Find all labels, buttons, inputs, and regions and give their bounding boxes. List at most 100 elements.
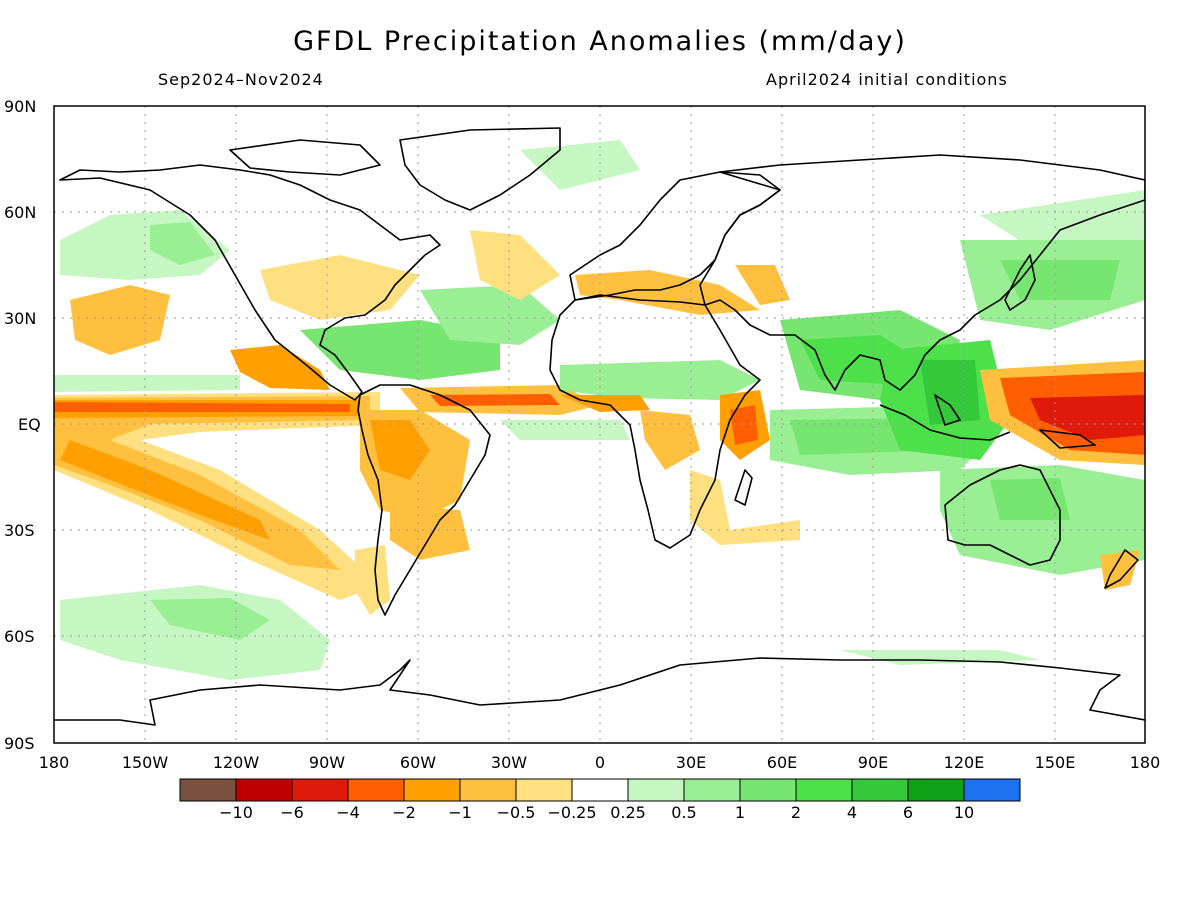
- legend-swatches: [179, 778, 1021, 802]
- legend-swatch: [963, 778, 1021, 802]
- southern-andes-dry: [355, 545, 390, 615]
- initial-conditions-label: April2024 initial conditions: [766, 70, 1008, 89]
- legend-swatch: [459, 778, 517, 802]
- legend-swatch: [795, 778, 853, 802]
- legend-label: −4: [336, 803, 360, 822]
- lat-label: 60N: [4, 203, 36, 222]
- equatorial-pacific-dry-core: [54, 402, 350, 412]
- anomaly-field-layer: [54, 140, 1145, 680]
- legend-label: 1: [735, 803, 745, 822]
- gridlines: [54, 106, 1145, 743]
- legend-swatch: [291, 778, 349, 802]
- coastline-asia: [699, 154, 1145, 391]
- lon-label: 150E: [1035, 753, 1076, 772]
- coastlines: [54, 127, 1145, 726]
- sahel-wet: [560, 360, 760, 400]
- north-pacific-dry: [70, 285, 170, 355]
- legend-swatch: [515, 778, 573, 802]
- map-title: GFDL Precipitation Anomalies (mm/day): [293, 26, 907, 57]
- tasman-dry: [1100, 550, 1140, 590]
- color-legend: −10 −6 −4 −2 −1 −0.5 −0.25 0.25 0.5 1 2 …: [179, 778, 1021, 822]
- southern-africa-dry: [690, 470, 800, 545]
- legend-swatch: [739, 778, 797, 802]
- legend-swatch: [403, 778, 461, 802]
- legend-label: −10: [219, 803, 253, 822]
- legend-swatch: [907, 778, 965, 802]
- patagonia-dry: [390, 505, 470, 560]
- legend-label: 0.25: [610, 803, 646, 822]
- legend-labels: −10 −6 −4 −2 −1 −0.5 −0.25 0.25 0.5 1 2 …: [219, 803, 974, 822]
- coastline-greenland: [399, 127, 561, 211]
- season-label: Sep2024–Nov2024: [158, 70, 324, 89]
- legend-label: −1: [448, 803, 472, 822]
- coastline-madagascar: [734, 469, 753, 506]
- coastline-africa: [549, 294, 761, 549]
- australia-wet-inner: [990, 478, 1070, 520]
- legend-label: −6: [280, 803, 304, 822]
- tropical-atlantic-wet: [420, 285, 560, 345]
- longitude-axis: 180 150W 120W 90W 60W 30W 0 30E 60E 90E …: [39, 753, 1161, 772]
- lon-label: 90W: [309, 753, 345, 772]
- central-pacific-dry-tongue-mid: [54, 396, 370, 570]
- pacific-wet-band: [54, 375, 240, 392]
- legend-swatch: [179, 778, 237, 802]
- lon-label: 180: [39, 753, 70, 772]
- map-frame: [53, 105, 1146, 744]
- western-pacific-dry-core: [1030, 395, 1145, 440]
- lon-label: 60E: [767, 753, 797, 772]
- lon-label: 30E: [676, 753, 706, 772]
- lat-label: EQ: [18, 415, 41, 434]
- legend-label: 2: [791, 803, 801, 822]
- legend-label: 4: [847, 803, 857, 822]
- central-africa-dry: [640, 410, 700, 470]
- amazon-dry-inner: [370, 420, 430, 480]
- lon-label: 30W: [491, 753, 527, 772]
- eastern-pacific-dry: [230, 345, 330, 390]
- lat-label: 30S: [4, 521, 35, 540]
- lon-label: 120W: [213, 753, 260, 772]
- coastline-indonesia: [879, 394, 1096, 449]
- legend-swatch: [627, 778, 685, 802]
- equatorial-atlantic-dry-core: [430, 394, 560, 406]
- north-atlantic-dry-east: [470, 230, 560, 300]
- lon-label: 0: [595, 753, 605, 772]
- east-asia-wet-inner: [1000, 260, 1120, 300]
- southern-ocean-wet-inner: [150, 598, 270, 640]
- legend-label: −0.25: [547, 803, 596, 822]
- legend-swatch: [347, 778, 405, 802]
- legend-swatch: [683, 778, 741, 802]
- lat-label: 90S: [4, 734, 35, 753]
- legend-label: 0.5: [671, 803, 696, 822]
- coastline-south-america: [357, 384, 491, 616]
- caspian-dry: [735, 265, 790, 305]
- coastline-arctic-islands: [229, 139, 381, 176]
- southern-ocean-wet: [60, 585, 330, 680]
- lon-label: 60W: [400, 753, 436, 772]
- latitude-axis: 90N 60N 30N EQ 30S 60S 90S: [4, 97, 41, 753]
- coastline-japan: [1004, 254, 1036, 311]
- north-pacific-wet-inner: [150, 222, 215, 265]
- lat-label: 90N: [4, 97, 36, 116]
- north-atlantic-dry: [260, 255, 420, 320]
- legend-swatch: [571, 778, 629, 802]
- lon-label: 120E: [944, 753, 985, 772]
- lon-label: 150W: [122, 753, 169, 772]
- legend-label: −0.5: [497, 803, 536, 822]
- legend-swatch: [851, 778, 909, 802]
- south-atlantic-wet: [500, 420, 630, 440]
- legend-label: 10: [954, 803, 974, 822]
- central-pacific-dry-tongue-inner: [54, 400, 360, 540]
- coastline-north-america: [59, 164, 441, 401]
- mediterranean-dry: [575, 270, 760, 315]
- legend-label: −2: [392, 803, 416, 822]
- lat-label: 30N: [4, 309, 36, 328]
- coastline-australia: [944, 464, 1061, 566]
- legend-swatch: [235, 778, 293, 802]
- lat-label: 60S: [4, 627, 35, 646]
- east-africa-dry-core: [730, 405, 758, 445]
- legend-label: 6: [903, 803, 913, 822]
- maritime-continent-wet-core: [920, 360, 980, 425]
- coastline-new-zealand: [1104, 549, 1139, 589]
- lon-label: 180: [1130, 753, 1161, 772]
